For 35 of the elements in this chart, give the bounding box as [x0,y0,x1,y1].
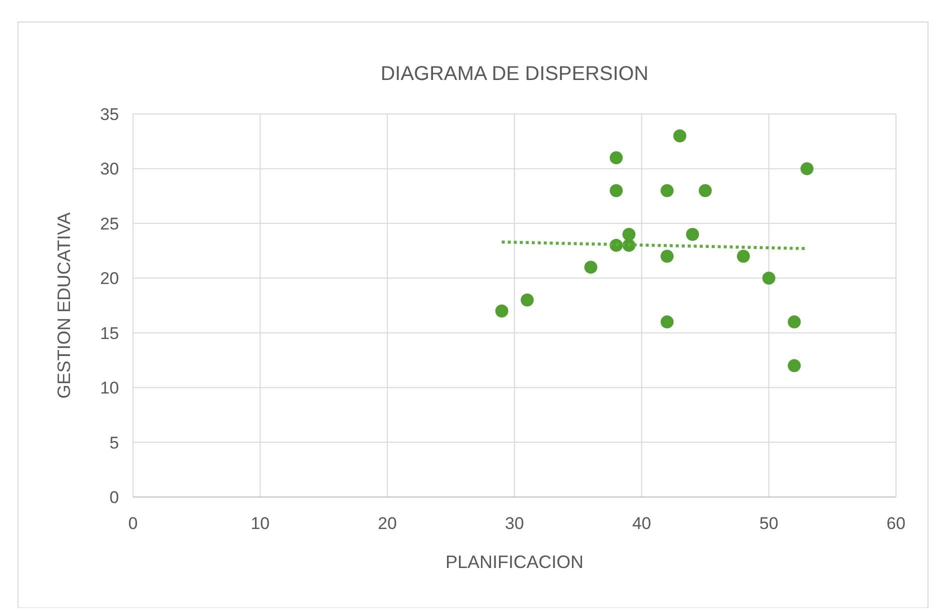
y-tick-label: 35 [100,105,119,124]
point [660,315,674,328]
point [673,129,686,142]
point [610,184,623,198]
x-tick-label: 50 [759,514,778,533]
point [520,294,534,307]
point [762,272,776,285]
x-tick-label: 0 [128,514,138,533]
point [788,359,801,372]
x-tick-label: 10 [250,514,270,533]
y-tick-label: 15 [100,324,119,343]
point [622,228,636,241]
y-tick-label: 25 [100,214,119,234]
point [736,250,750,263]
point [686,228,700,241]
point [495,304,508,318]
point [660,250,674,263]
point [584,260,598,274]
x-tick-label: 40 [632,514,652,533]
y-tick-label: 10 [100,378,119,398]
point [788,315,801,328]
point [660,184,674,198]
y-tick-label: 0 [110,488,119,507]
x-tick-label: 20 [378,514,397,533]
y-tick-label: 30 [100,160,119,179]
y-tick-label: 20 [100,269,119,288]
point [698,184,712,198]
x-tick-label: 60 [886,514,906,533]
y-axis-title: GESTION EDUCATIVA [54,212,74,399]
y-tick-label: 5 [110,433,119,452]
point [800,162,814,176]
point [610,151,623,164]
x-tick-label: 30 [505,514,524,533]
x-axis-title: PLANIFICACION [445,552,584,572]
chart-title: DIAGRAMA DE DISPERSION [380,63,648,85]
